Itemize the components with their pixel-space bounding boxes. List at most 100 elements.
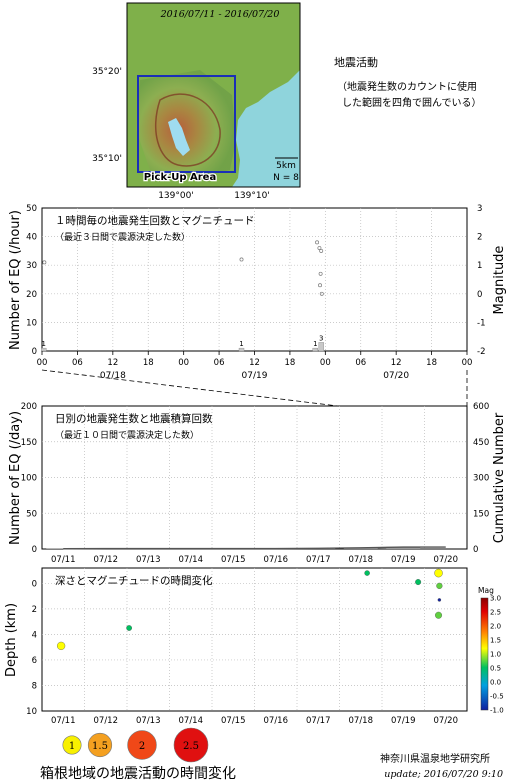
- hourly-x-tick-label: 00: [37, 358, 48, 368]
- hourly-x-tick-label: 00: [320, 358, 331, 368]
- depth-x-tick-label: 07/19: [391, 716, 416, 726]
- depth-event-point: [436, 582, 443, 590]
- legend-label: 2: [139, 741, 145, 752]
- depth-x-tick-label: 07/18: [349, 716, 374, 726]
- depth-y-tick-label: 0: [32, 579, 37, 589]
- hourly-x-tick-label: 18: [426, 358, 437, 368]
- daily-x-tick-label: 07/18: [349, 555, 374, 565]
- depth-grid: [42, 568, 467, 711]
- depth-event-point: [415, 579, 422, 586]
- daily-axes: 0 50 100 150 200 0 150 300 450 600 07/11 07/12 07/13…: [21, 402, 489, 565]
- depth-event-point: [126, 625, 132, 631]
- location-map: 2016/07/11 - 2016/07/20 Pick-Up Area 5km…: [92, 2, 301, 201]
- depth-event-point: [435, 611, 443, 619]
- hourly-bar: [41, 347, 47, 352]
- daily-cumulative-line: [63, 546, 446, 550]
- institute-name: 神奈川県温泉地学研究所: [380, 752, 490, 765]
- map-lon-label-2: 139°10': [234, 191, 270, 201]
- hourly-plot-frame: [41, 207, 468, 352]
- hourly-y2-tick-label: 1: [477, 261, 482, 271]
- daily-x-tick-label: 07/13: [136, 555, 161, 565]
- hourly-y2-tick-label: -2: [477, 347, 485, 357]
- map-frame: [126, 2, 301, 188]
- colorbar-label: Mag: [478, 586, 494, 595]
- daily-y2-tick-label: 150: [473, 509, 489, 519]
- hourly-magnitude-point: [42, 260, 47, 265]
- daily-y-tick-label: 0: [32, 545, 37, 555]
- depth-x-tick-label: 07/12: [94, 716, 119, 726]
- depth-y-tick-label: 8: [32, 681, 37, 691]
- hourly-y2-axis-label: Magnitude: [492, 246, 507, 315]
- hourly-magnitude-point: [318, 271, 323, 276]
- hourly-y2-tick-label: 0: [477, 290, 482, 300]
- hourly-magnitude-point: [239, 257, 244, 262]
- daily-x-tick-label: 07/19: [391, 555, 416, 565]
- hourly-magnitude-point: [318, 283, 322, 288]
- hourly-bars: 1 1 13: [41, 334, 324, 352]
- hourly-bar: [312, 347, 318, 352]
- magnitude-legend: 1 1.5 2 2.5: [62, 727, 209, 763]
- depth-x-tick-label: 07/15: [221, 716, 246, 726]
- depth-plot-frame: [41, 567, 468, 712]
- daily-x-tick-label: 07/12: [94, 555, 119, 565]
- hourly-x-tick-label: 06: [214, 358, 225, 368]
- hourly-chart-subtitle: （最近３日間で震源決定した数）: [55, 231, 190, 243]
- colorbar-tick-label: 2.0: [490, 623, 501, 631]
- map-scale-label: 5km: [276, 161, 296, 171]
- hourly-bar-label: 1: [42, 340, 46, 348]
- hourly-magnitude-point: [317, 246, 322, 250]
- hourly-x-tick-label: 12: [107, 358, 118, 368]
- pickup-area-box: [137, 75, 236, 173]
- hourly-bar-label: 1: [239, 340, 243, 348]
- pickup-area-label: Pick-Up Area: [144, 172, 216, 183]
- hourly-x-tick-label: 06: [355, 358, 366, 368]
- hourly-bar-label: 3: [319, 334, 323, 342]
- hourly-y-axis-label: Number of EQ (/hour): [8, 210, 23, 350]
- map-caldera: [154, 93, 221, 167]
- daily-chart-title: 日別の地震発生数と地震積算回数: [55, 412, 213, 425]
- depth-y-axis-label: Depth (km): [4, 603, 19, 677]
- map-lat-label-1: 35°20': [92, 67, 122, 77]
- colorbar-tick-label: 2.5: [490, 609, 501, 617]
- colorbar-tick-label: 1.0: [490, 651, 501, 659]
- daily-y-tick-label: 50: [26, 509, 37, 519]
- daily-x-tick-label: 07/20: [434, 555, 459, 565]
- legend-label: 1.5: [92, 741, 108, 752]
- depth-y-tick-label: 6: [32, 656, 37, 666]
- daily-y2-tick-label: 600: [473, 402, 489, 412]
- depth-x-tick-label: 07/13: [136, 716, 161, 726]
- legend-label: 2.5: [183, 741, 199, 752]
- hourly-x-tick-label: 18: [143, 358, 154, 368]
- magnitude-colorbar: [480, 597, 489, 711]
- daily-y2-tick-label: 300: [473, 474, 489, 484]
- depth-chart-title: 深さとマグニチュードの時間変化: [55, 574, 213, 587]
- legend-circle-mag-1: [62, 735, 82, 755]
- depth-y-tick-label: 4: [32, 630, 37, 640]
- daily-y2-tick-label: 450: [473, 438, 489, 448]
- depth-x-tick-label: 07/14: [179, 716, 204, 726]
- hourly-date-label: 07/18: [100, 371, 126, 381]
- depth-y-tick-label: 10: [26, 707, 37, 717]
- daily-y2-tick-label: 0: [473, 545, 478, 555]
- depth-time-chart: 0 2 4 6 8 10 07/11 07/12 07/13 07/14 07/15 07/16 07/…: [4, 567, 504, 726]
- hourly-x-tick-label: 12: [391, 358, 402, 368]
- daily-x-tick-label: 07/11: [51, 555, 76, 565]
- colorbar-tick-label: 3.0: [490, 595, 501, 603]
- hourly-bar-label: 1: [313, 340, 317, 348]
- daily-y-tick-label: 200: [21, 402, 37, 412]
- colorbar-tick-label: 0.0: [490, 679, 501, 687]
- hourly-x-tick-label: 00: [462, 358, 473, 368]
- depth-x-tick-label: 07/17: [306, 716, 331, 726]
- hourly-chart-title: １時間毎の地震発生回数とマグニチュード: [55, 214, 255, 227]
- daily-chart-subtitle: （最近１０日間で震源決定した数）: [55, 429, 199, 441]
- hourly-y-tick-label: 0: [32, 347, 37, 357]
- side-note-title: 地震活動: [334, 55, 378, 69]
- hourly-y-tick-label: 30: [26, 261, 37, 271]
- daily-y-axis-label: Number of EQ (/day): [8, 411, 23, 545]
- depth-x-tick-label: 07/16: [264, 716, 289, 726]
- daily-y2-axis-label: Cumulative Number: [492, 412, 507, 543]
- depth-event-point: [364, 570, 370, 576]
- daily-grid: [42, 406, 467, 549]
- depth-event-point: [434, 568, 443, 578]
